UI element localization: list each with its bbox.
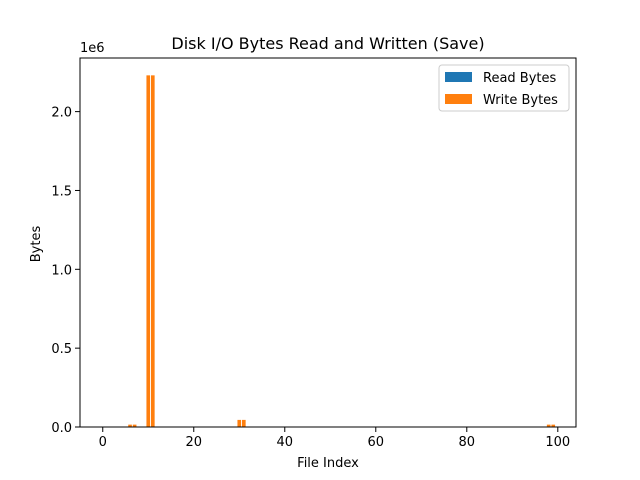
bar-write-bytes-0 — [128, 424, 132, 427]
legend-swatch-write-bytes — [445, 94, 472, 104]
bar-write-bytes-6 — [546, 424, 551, 427]
x-tick-label: 20 — [185, 435, 202, 450]
y-tick-label: 1.5 — [51, 184, 72, 199]
legend: Read Bytes Write Bytes — [438, 64, 570, 112]
y-axis-label: Bytes — [29, 226, 44, 263]
y-tick-label: 0.0 — [51, 421, 72, 436]
bar-write-bytes-2 — [146, 75, 151, 427]
bar-write-bytes-7 — [551, 424, 556, 427]
x-tick-label: 100 — [545, 435, 570, 450]
chart-title: Disk I/O Bytes Read and Written (Save) — [171, 34, 484, 53]
x-tick-label: 60 — [368, 435, 385, 450]
y-tick-label: 2.0 — [51, 106, 72, 121]
axes-frame — [79, 57, 577, 428]
axes: 0 20 40 60 80 100 0.0 0.5 1.0 1.5 2.0 — [51, 57, 577, 450]
y-tick-label: 1.0 — [51, 263, 72, 278]
x-tick-label: 40 — [276, 435, 293, 450]
bar-write-bytes-1 — [132, 424, 137, 427]
legend-label-write-bytes: Write Bytes — [483, 93, 558, 108]
bar-write-bytes-3 — [150, 75, 155, 427]
y-tick-label: 0.5 — [51, 342, 72, 357]
x-tick-label: 80 — [459, 435, 476, 450]
y-offset-label: 1e6 — [80, 41, 105, 56]
legend-label-read-bytes: Read Bytes — [483, 71, 557, 86]
bar-write-bytes-5 — [242, 419, 246, 427]
x-axis-label: File Index — [297, 456, 359, 471]
plot-area — [128, 75, 556, 427]
legend-swatch-read-bytes — [445, 72, 472, 82]
x-tick-label: 0 — [99, 435, 107, 450]
bar-write-bytes-4 — [237, 419, 242, 427]
